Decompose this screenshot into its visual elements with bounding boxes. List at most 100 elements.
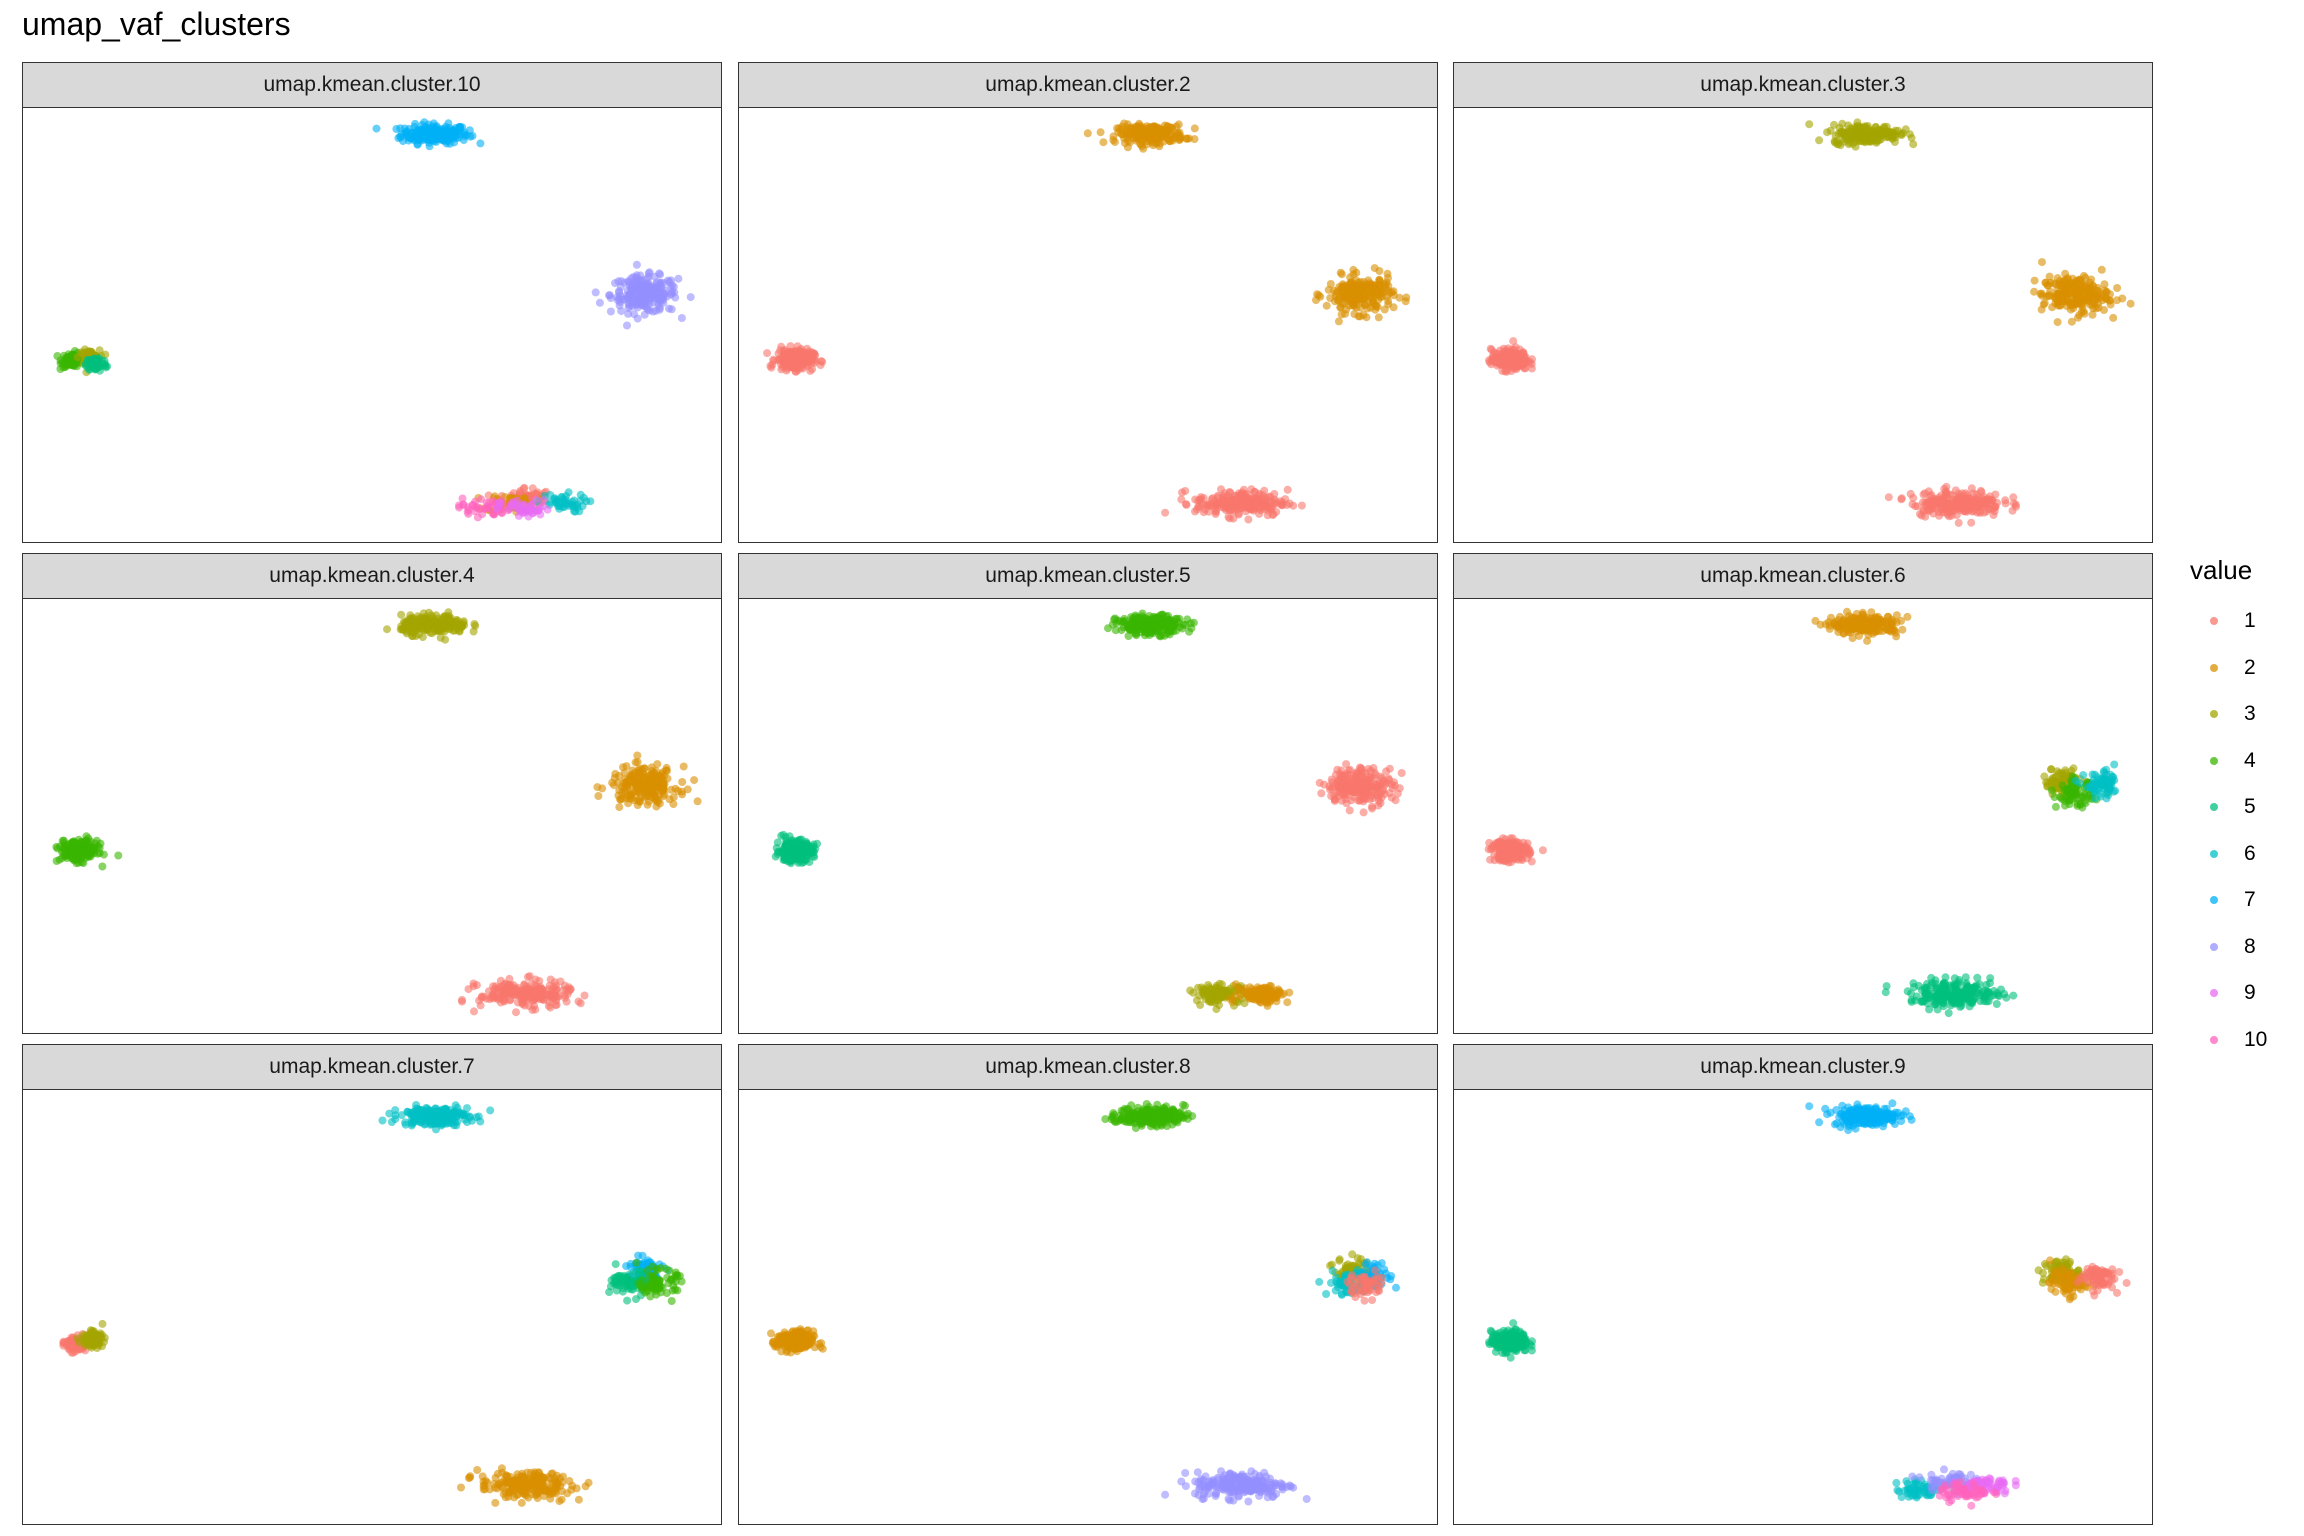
scatter-point [532,495,541,504]
scatter-point [1360,794,1369,803]
scatter-point [74,840,83,849]
scatter-point [1359,808,1368,817]
scatter-point [1111,626,1120,635]
scatter-point [1207,998,1216,1007]
scatter-point [383,625,391,634]
scatter-point [809,848,818,857]
scatter-point [1155,139,1164,148]
scatter-point [1826,126,1835,135]
scatter-point [1125,138,1134,147]
scatter-point [1283,998,1292,1007]
scatter-point [1289,501,1298,510]
scatter-point [1230,992,1239,1001]
scatter-point [787,856,795,865]
scatter-point [2030,276,2039,285]
scatter-point [1212,499,1221,508]
scatter-point [1362,778,1371,787]
scatter-point [2062,280,2071,289]
scatter-point [1863,636,1872,645]
scatter-point [1244,515,1253,524]
scatter-point [476,1001,485,1010]
scatter-point [620,790,629,799]
scatter-point [1117,626,1126,635]
scatter-point [1401,297,1410,306]
scatter-point [638,785,647,794]
scatter-point [1172,626,1180,635]
scatter-point [418,633,427,642]
scatter-point [472,981,481,990]
scatter-point [779,349,788,358]
plot-area [22,598,722,1034]
scatter-point [2046,278,2055,287]
scatter-point [1259,500,1268,509]
scatter-point [2047,765,2055,774]
scatter-point [658,768,667,777]
scatter-point [2071,283,2080,292]
scatter-point [653,278,662,287]
scatter-point [644,305,652,314]
scatter-point [1185,627,1194,636]
scatter-point [1368,804,1377,813]
plot-area [738,107,1438,543]
scatter-point [99,850,108,859]
scatter-point [2105,778,2114,787]
scatter-point [1397,769,1406,777]
chart-title: umap_vaf_clusters [22,6,291,42]
scatter-point [512,1008,520,1017]
scatter-point [1521,364,1530,373]
scatter-point [1903,612,1912,621]
scatter-point [1247,485,1256,494]
scatter-point [480,504,489,513]
scatter-point [2100,306,2108,314]
scatter-point [1225,514,1234,523]
scatter-point [808,354,816,362]
scatter-point [1315,778,1324,787]
scatter-point [1527,364,1536,373]
scatter-point [788,836,797,845]
scatter-point [95,346,104,355]
scatter-point [458,997,466,1006]
scatter-point [635,797,644,806]
scatter-svg [771,609,1406,1014]
scatter-point [1954,518,1963,527]
scatter-point [396,625,405,634]
scatter-point [1379,776,1387,785]
scatter-point [1255,995,1264,1004]
scatter-point [2096,293,2105,302]
scatter-point [1370,264,1379,273]
scatter-point [785,846,794,855]
scatter-point [396,133,405,142]
scatter-point [1911,502,1920,511]
scatter-point [816,361,825,370]
scatter-point [1369,764,1378,772]
scatter-point [84,846,93,855]
scatter-point [1858,608,1867,617]
scatter-point [1138,124,1147,133]
scatter-point [780,852,789,861]
scatter-point [114,851,123,860]
scatter-point [2061,269,2070,278]
scatter-point [2118,294,2127,303]
scatter-point [2001,496,2010,505]
scatter-point [1860,122,1869,131]
scatter-point [2067,787,2076,796]
scatter-point [1096,128,1105,137]
scatter-point [1867,621,1875,630]
scatter-point [2092,287,2101,296]
scatter-point [1876,615,1885,624]
scatter-point [402,629,411,638]
scatter-point [533,488,542,497]
scatter-point [2109,313,2118,322]
scatter-point [2071,776,2080,785]
scatter-point [58,836,67,845]
scatter-point [520,1001,529,1010]
scatter-point [1181,487,1190,495]
scatter-point [594,792,603,800]
scatter-point [2011,502,2020,511]
scatter-point [2040,299,2049,308]
scatter-point [1849,132,1858,141]
scatter-point [1186,619,1195,628]
scatter-point [494,993,503,1002]
facet-strip-label: umap.kmean.cluster.3 [1453,62,2153,108]
scatter-point [1283,485,1292,494]
